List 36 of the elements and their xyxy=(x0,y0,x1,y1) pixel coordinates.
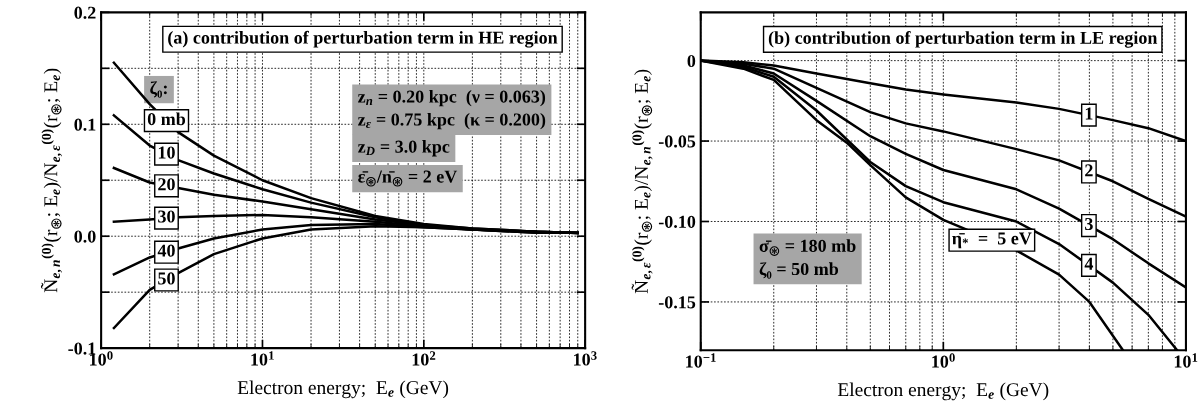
y-tick-label: 0.1 xyxy=(74,118,96,131)
legend-label: 10 xyxy=(158,146,175,159)
legend-label: 50 xyxy=(158,272,175,285)
x-axis-title: Electron energy; E$_{e}$ (GeV) xyxy=(237,380,449,399)
annotation: σ̄$_{⊛}$ = 180 mb ζ₀ = 50 mb xyxy=(759,239,856,279)
x-axis-title: Electron energy; E$_{e}$ (GeV) xyxy=(837,382,1049,401)
series-label: 1 xyxy=(1085,107,1093,120)
y-tick-label: -0.05 xyxy=(658,135,696,148)
text: Ñ$_{e,n}$$^{(0)}$(r$_{⊛}$; E$_{e}$)/N$_{e,ε}$$^{(0)}$(r$_{⊛}$; E$_{e}$) xyxy=(40,68,62,293)
y-tick-label: -0.15 xyxy=(658,296,696,309)
legend-label: 40 xyxy=(157,244,175,257)
text: (a) contribution of perturbation term in HE region xyxy=(168,30,558,48)
legend-label: 4 xyxy=(1084,257,1094,270)
x-tick-label: 10$^{1}$ xyxy=(1174,353,1198,368)
y-tick-label: 0.2 xyxy=(74,6,96,19)
y-tick-label: 0.0 xyxy=(74,230,96,243)
legend-label: 20 xyxy=(158,178,175,191)
x-tick-label: 10$^{1}$ xyxy=(251,351,274,366)
x-tick-label: 10$^{3}$ xyxy=(574,351,597,366)
y-tick-label: 0 xyxy=(687,54,696,68)
x-tick-label: 10$^{0}$ xyxy=(932,353,955,368)
text: (b) contribution of perturbation term in LE region xyxy=(768,31,1158,48)
annotation: z$_{n}$ = 0.20 kpc (ν = 0.063) z$_{ε}$ = 0.75 kpc (κ = 0.200) xyxy=(358,89,546,130)
series-label: 0 mb xyxy=(147,112,186,126)
annotation: ε̄$_{⊛}$/n̄$_{⊛}$ = 2 eV xyxy=(358,170,458,187)
series-label: 2 xyxy=(1085,164,1093,177)
legend-label: 30 xyxy=(158,210,175,223)
y-tick-label: -0.1 xyxy=(68,342,96,355)
annotation: ζ₀: xyxy=(150,81,167,98)
series-label: η̄$_{*}$ = 5 eV xyxy=(952,232,1032,249)
series-label: 3 xyxy=(1085,217,1093,231)
y-tick-label: -0.10 xyxy=(658,215,696,229)
x-tick-label: 10$^{2}$ xyxy=(412,351,436,366)
x-tick-label: 10$^{−1}$ xyxy=(686,353,716,368)
annotation: z$_{D}$ = 3.0 kpc xyxy=(358,140,450,157)
text: Ñ$_{e,ε}$$^{(0)}$(r$_{⊛}$; E$_{e}$)/N$_{e,n}$$^{(0)}$(r$_{⊛}$; E$_{e}$) xyxy=(631,69,653,294)
